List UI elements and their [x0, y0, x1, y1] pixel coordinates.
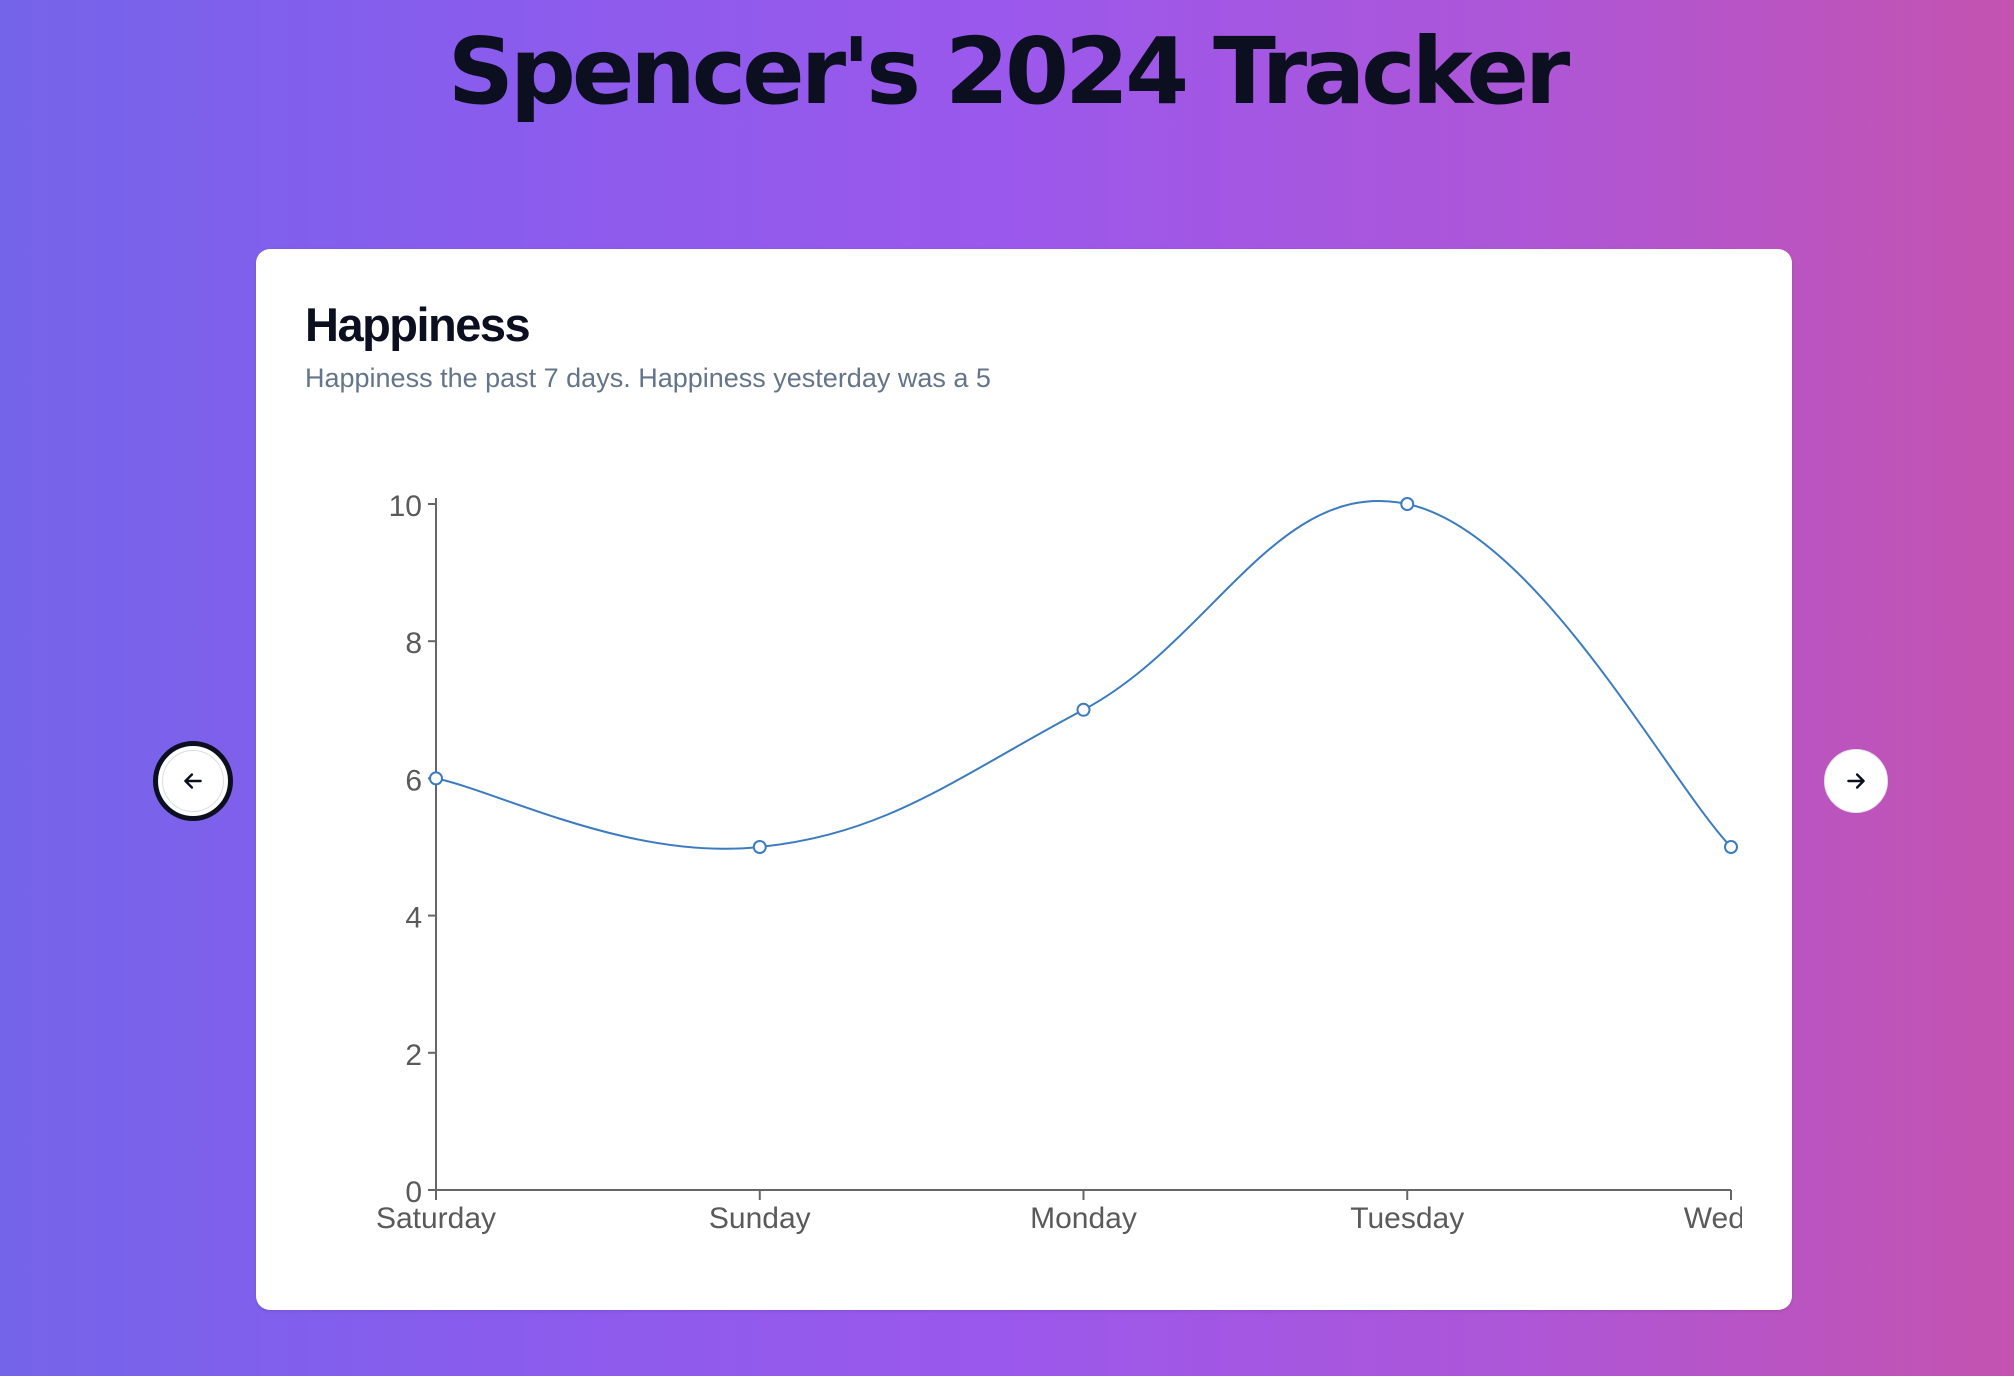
x-tick-label: Monday — [1030, 1202, 1137, 1235]
data-point — [1076, 702, 1091, 717]
previous-button-inner — [162, 750, 224, 812]
y-tick-label: 8 — [405, 627, 422, 660]
x-tick-label: Wedne — [1684, 1202, 1779, 1235]
y-tick-label: 0 — [405, 1176, 422, 1209]
series-line — [435, 500, 1732, 850]
arrow-right-icon — [1847, 773, 1865, 789]
x-tick-label: Sunday — [709, 1202, 811, 1235]
card-title: Happiness — [305, 298, 531, 351]
page-title: Spencer's 2024 Tracker — [447, 18, 1570, 125]
y-tick-label: 2 — [405, 1039, 422, 1072]
previous-button[interactable] — [153, 741, 233, 821]
data-point — [1724, 840, 1738, 854]
x-tick-label: Tuesday — [1350, 1202, 1464, 1235]
card-description: Happiness the past 7 days. Happiness yes… — [305, 363, 991, 393]
y-tick-label: 6 — [405, 764, 422, 797]
x-tick-label: Saturday — [376, 1202, 496, 1235]
next-button[interactable] — [1824, 749, 1888, 813]
y-tick-label: 10 — [389, 490, 422, 523]
happiness-line-chart: 0 2 4 6 8 10 Saturday Sunday Monday Tuesday Wedne — [376, 490, 1779, 1235]
data-point — [429, 771, 443, 786]
arrow-left-icon — [184, 773, 202, 789]
data-point — [752, 840, 767, 854]
data-point — [1400, 497, 1415, 511]
y-tick-label: 4 — [405, 902, 422, 935]
happiness-card: Happiness Happiness the past 7 days. Hap… — [256, 249, 1792, 1310]
